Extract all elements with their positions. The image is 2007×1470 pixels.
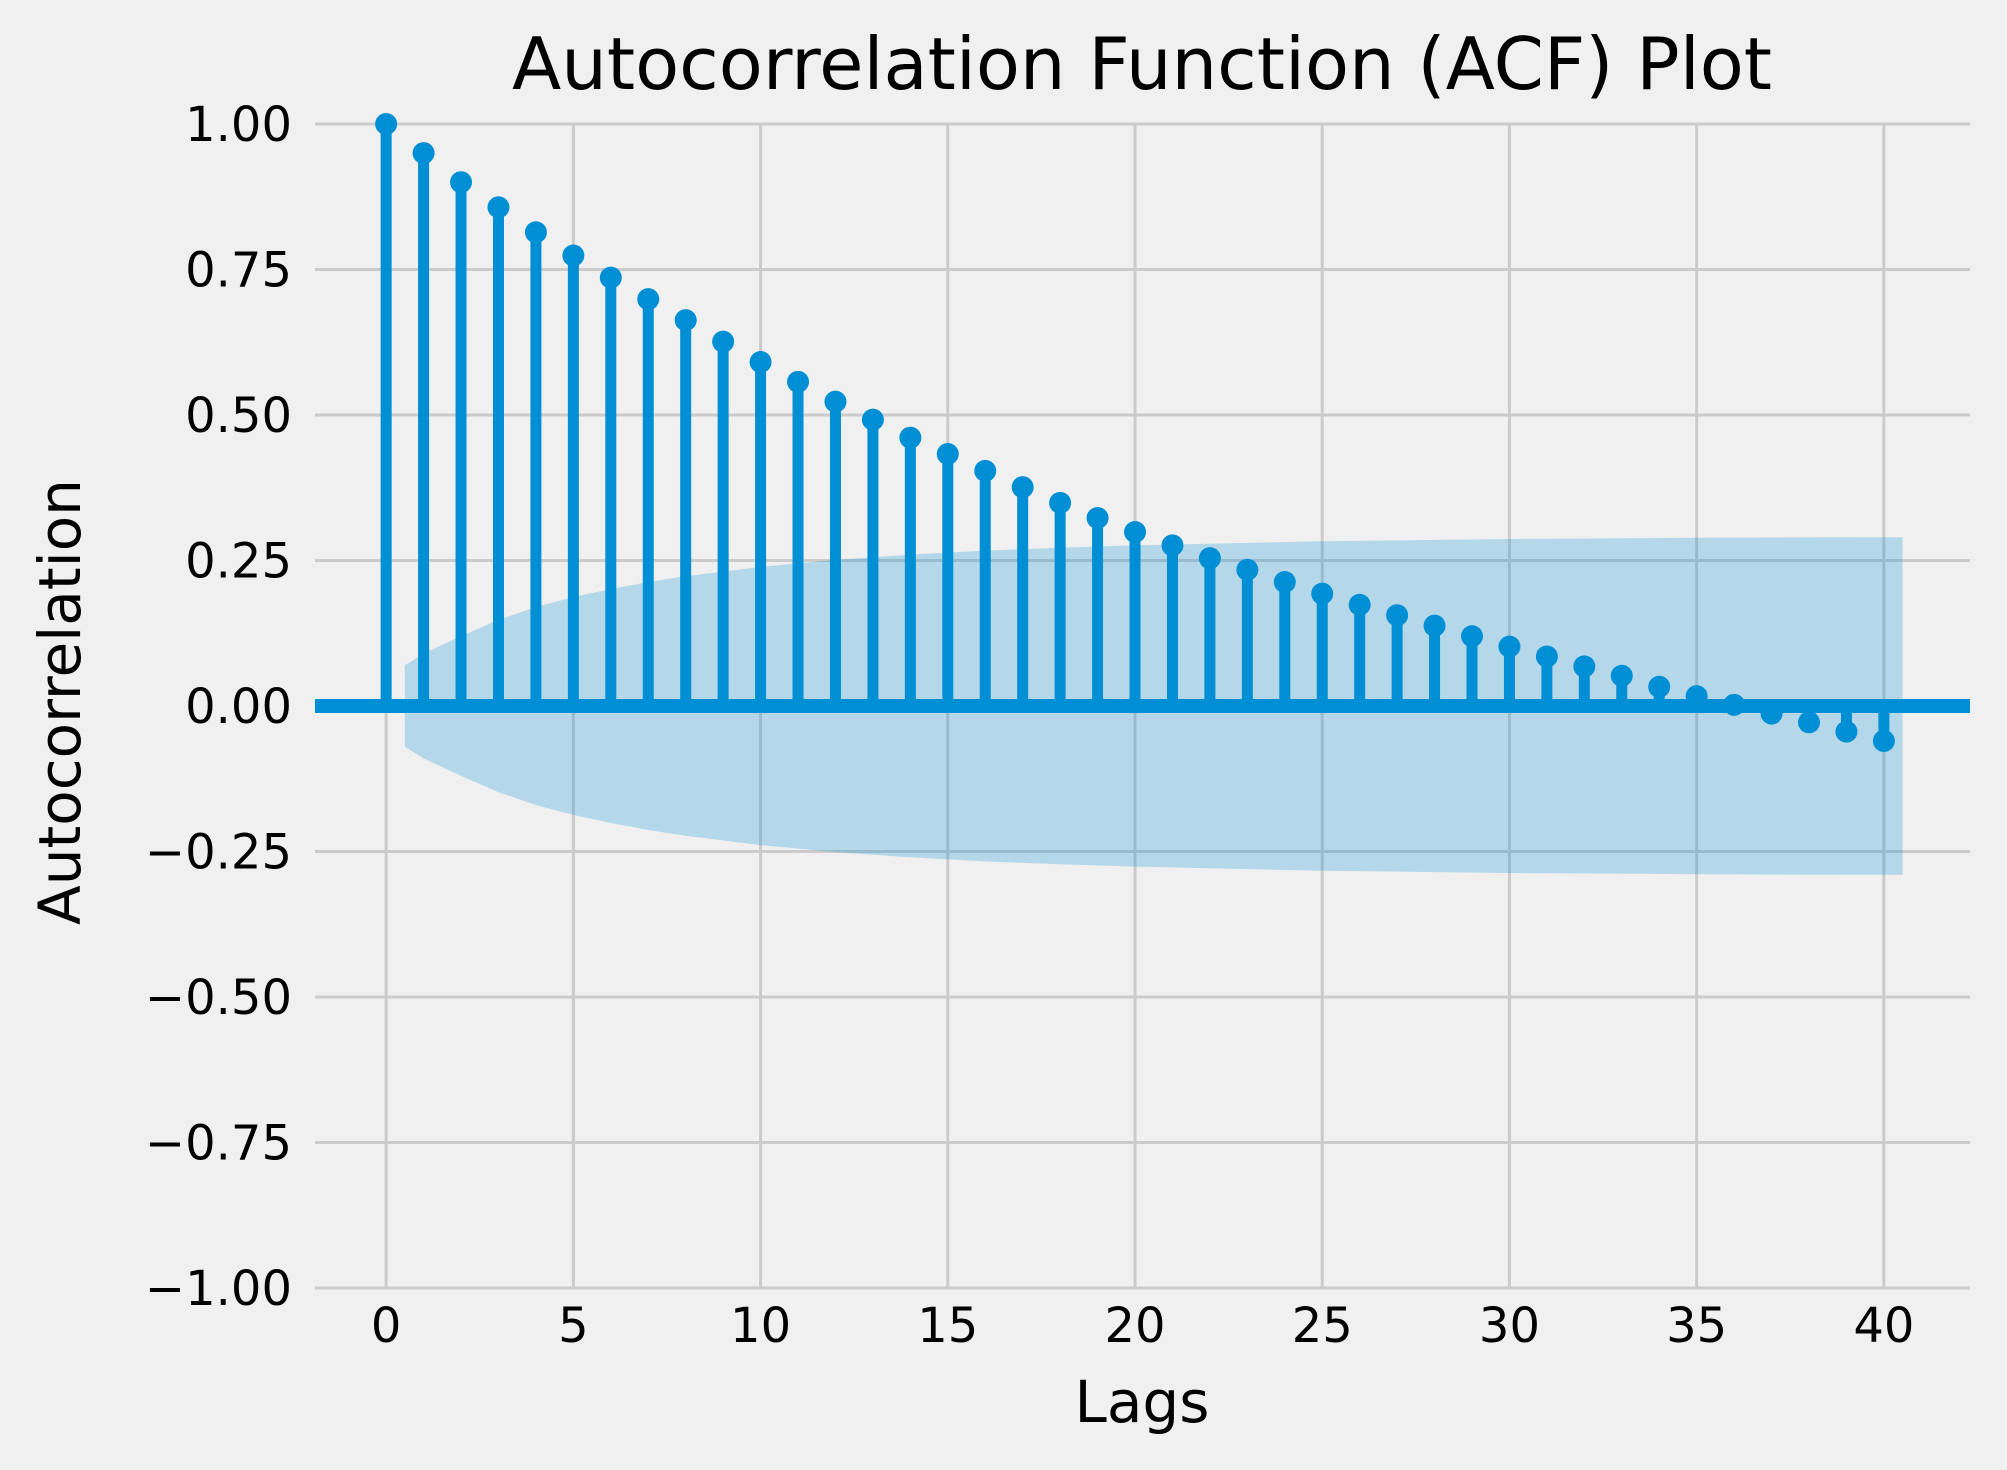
y-tick-label: 0.75 (185, 243, 292, 299)
acf-marker-lag-21 (1161, 534, 1184, 557)
acf-marker-lag-15 (936, 442, 959, 465)
acf-marker-lag-37 (1760, 702, 1783, 725)
acf-marker-lag-5 (562, 244, 585, 267)
acf-marker-lag-7 (637, 288, 660, 311)
acf-marker-lag-40 (1872, 729, 1895, 752)
acf-marker-lag-3 (487, 196, 510, 219)
acf-marker-lag-11 (787, 370, 810, 393)
acf-marker-lag-31 (1535, 645, 1558, 668)
x-tick-label: 20 (1104, 1298, 1165, 1354)
stems-layer (315, 113, 1970, 752)
acf-marker-lag-1 (412, 142, 435, 165)
acf-marker-lag-8 (674, 309, 697, 332)
chart-title: Autocorrelation Function (ACF) Plot (512, 22, 1772, 106)
acf-marker-lag-17 (1011, 476, 1034, 499)
acf-marker-lag-2 (450, 171, 473, 194)
acf-marker-lag-4 (524, 221, 547, 244)
acf-marker-lag-25 (1311, 582, 1334, 605)
acf-marker-lag-22 (1198, 547, 1221, 570)
y-tick-label: −1.00 (145, 1261, 292, 1317)
acf-marker-lag-6 (599, 266, 622, 289)
acf-marker-lag-35 (1685, 685, 1708, 708)
y-tick-label: −0.75 (145, 1116, 292, 1172)
acf-marker-lag-39 (1835, 720, 1858, 743)
x-axis-label: Lags (1075, 1368, 1210, 1436)
x-tick-label: 30 (1479, 1298, 1540, 1354)
y-tick-label: 0.25 (185, 534, 292, 590)
y-tick-label: −0.25 (145, 825, 292, 881)
x-tick-label: 0 (371, 1298, 402, 1354)
acf-marker-lag-10 (749, 351, 772, 374)
acf-marker-lag-28 (1423, 614, 1446, 637)
acf-marker-lag-24 (1273, 571, 1296, 594)
y-tick-label: 0.50 (185, 388, 292, 444)
acf-marker-lag-20 (1124, 520, 1147, 543)
acf-marker-lag-32 (1573, 655, 1596, 678)
acf-marker-lag-30 (1498, 635, 1521, 658)
acf-marker-lag-19 (1086, 507, 1109, 530)
acf-marker-lag-27 (1386, 604, 1409, 627)
acf-marker-lag-36 (1723, 693, 1746, 716)
y-axis-label: Autocorrelation (26, 479, 94, 925)
y-tick-label: −0.50 (145, 970, 292, 1026)
acf-marker-lag-29 (1461, 625, 1484, 648)
acf-marker-lag-26 (1348, 593, 1371, 616)
acf-marker-lag-38 (1797, 711, 1820, 734)
x-tick-label: 15 (917, 1298, 978, 1354)
acf-marker-lag-33 (1610, 664, 1633, 687)
x-tick-label: 5 (558, 1298, 589, 1354)
x-tick-label: 40 (1853, 1298, 1914, 1354)
acf-marker-lag-9 (712, 330, 735, 353)
y-tick-label: 1.00 (185, 97, 292, 153)
acf-marker-lag-12 (824, 390, 847, 413)
acf-marker-lag-34 (1648, 675, 1671, 698)
acf-marker-lag-23 (1236, 558, 1259, 581)
x-tick-label: 35 (1666, 1298, 1727, 1354)
tick-labels: 0 5 10 15 20 25 30 35 40 −1.00 −0.75 −0.50 −0.25 0.00… (145, 97, 1915, 1354)
acf-marker-lag-14 (899, 426, 922, 449)
acf-marker-lag-16 (974, 459, 997, 482)
x-tick-label: 25 (1292, 1298, 1353, 1354)
acf-marker-lag-18 (1049, 491, 1072, 514)
acf-marker-lag-13 (861, 408, 884, 431)
x-tick-label: 10 (730, 1298, 791, 1354)
y-tick-label: 0.00 (185, 679, 292, 735)
acf-marker-lag-0 (375, 113, 398, 135)
